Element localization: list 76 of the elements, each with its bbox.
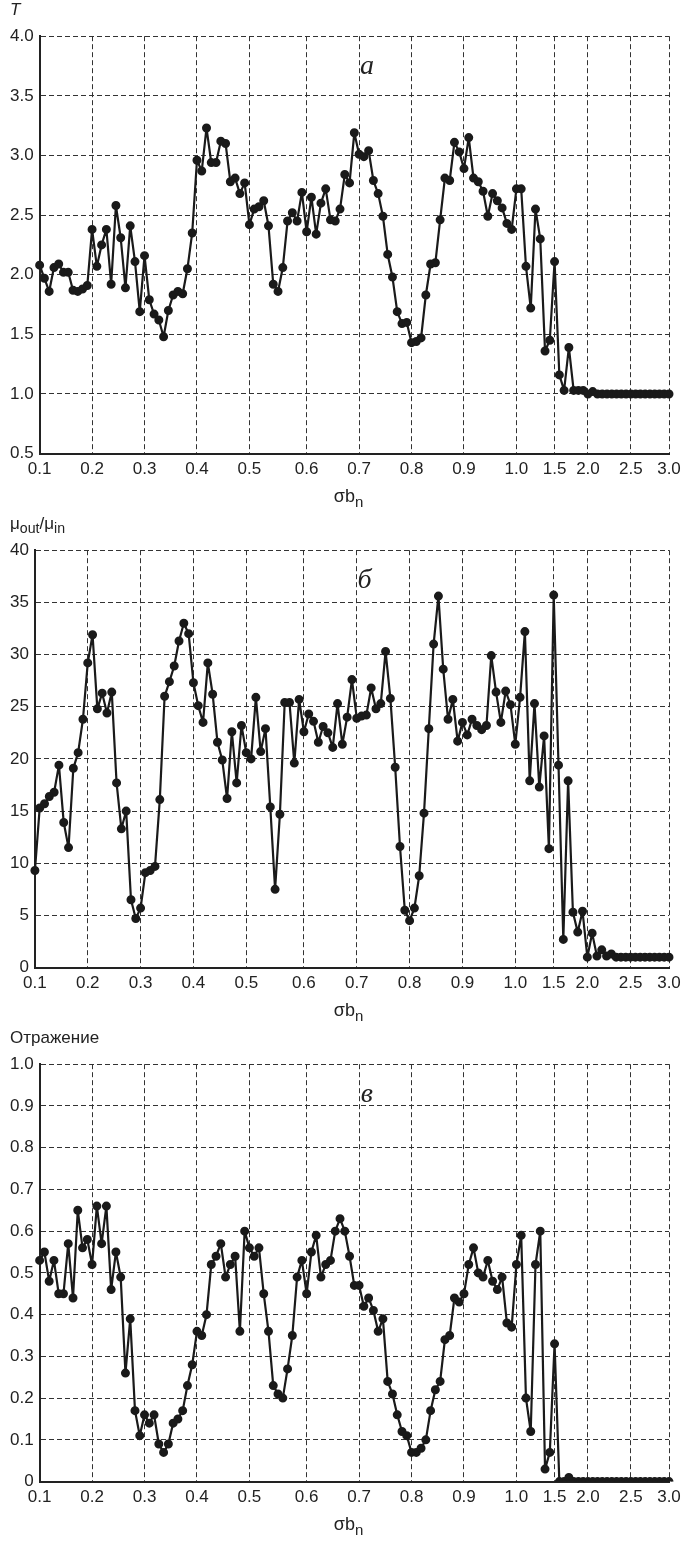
x-tick-label: 0.8 <box>397 973 422 993</box>
y-tick-label: 4.0 <box>9 25 34 45</box>
x-axis-title: σb$_{n}$ <box>332 486 365 510</box>
annotation: в <box>360 1076 373 1108</box>
y-tick-label: 3.0 <box>9 145 34 165</box>
x-tick-label: 0.4 <box>185 1487 209 1507</box>
x-tick-label: 0.9 <box>452 1487 476 1507</box>
x-tick-label: 0.4 <box>185 459 209 479</box>
x-tick-label: 0.9 <box>452 459 476 479</box>
x-tick-label: 0.2 <box>80 1487 104 1507</box>
y-tick-label: 0.7 <box>9 1179 34 1199</box>
x-tick-label: 1.5 <box>542 1487 567 1507</box>
x-tick-label: 0.2 <box>80 459 104 479</box>
x-axis-title: σb$_{n}$ <box>332 1514 365 1538</box>
x-tick-label: 0.6 <box>294 459 319 479</box>
y-tick-label: 1.5 <box>9 324 34 344</box>
x-tick-label: 0.7 <box>344 973 369 993</box>
y-tick-label: 0.9 <box>9 1095 34 1115</box>
x-tick-label: 0.9 <box>450 973 475 993</box>
y-tick-label: 0.8 <box>9 1137 34 1157</box>
annotation: а <box>359 48 374 80</box>
y-tick-label: 25 <box>9 696 29 716</box>
y-tick-label: 1.0 <box>9 1053 34 1073</box>
y-tick-label: 0.3 <box>9 1346 34 1366</box>
y-tick-label: 0.5 <box>9 443 34 463</box>
x-tick-label: 0.3 <box>128 973 153 993</box>
x-tick-label: 0.8 <box>399 1487 424 1507</box>
x-tick-label: 2.0 <box>576 1487 600 1507</box>
x-tick-label: 0.7 <box>347 1487 371 1507</box>
y-tick-label: 5 <box>19 905 29 925</box>
y-tick-label: 0 <box>19 957 29 977</box>
y-axis-title: μ$_{out}$/μ$_{in}$ <box>10 514 66 537</box>
x-tick-label: 1.0 <box>504 459 529 479</box>
x-tick-label: 3.0 <box>657 459 681 479</box>
x-tick-label: 0.5 <box>237 1487 262 1507</box>
x-tick-label: 3.0 <box>657 973 681 993</box>
x-tick-label: 1.0 <box>504 1487 529 1507</box>
y-tick-label: 3.5 <box>9 85 34 105</box>
y-axis-title: Отражение <box>10 1028 100 1048</box>
y-tick-label: 0.4 <box>9 1304 34 1324</box>
x-tick-label: 0.3 <box>132 459 157 479</box>
y-tick-label: 20 <box>9 748 29 768</box>
y-tick-label: 15 <box>9 800 29 820</box>
x-tick-label: 1.5 <box>542 459 567 479</box>
x-tick-label: 2.0 <box>576 459 600 479</box>
x-tick-label: 1.5 <box>541 973 566 993</box>
x-tick-label: 0.7 <box>347 459 371 479</box>
x-tick-label: 0.4 <box>181 973 206 993</box>
y-tick-label: 30 <box>9 644 29 664</box>
annotation: б <box>357 562 373 594</box>
y-axis-title: T <box>10 0 21 20</box>
x-tick-label: 0.6 <box>294 1487 319 1507</box>
y-tick-label: 0.2 <box>9 1387 34 1407</box>
y-tick-label: 0.5 <box>9 1262 34 1282</box>
x-tick-label: 1.0 <box>503 973 528 993</box>
x-tick-label: 2.5 <box>619 459 643 479</box>
x-tick-label: 0.3 <box>132 1487 157 1507</box>
y-tick-label: 0.6 <box>9 1220 34 1240</box>
y-tick-label: 2.0 <box>9 264 34 284</box>
x-tick-label: 2.5 <box>619 1487 643 1507</box>
y-tick-label: 10 <box>9 852 29 872</box>
x-tick-label: 0.5 <box>237 459 262 479</box>
x-axis-title: σb$_{n}$ <box>332 1000 365 1024</box>
y-tick-label: 35 <box>9 592 29 612</box>
y-tick-label: 2.5 <box>9 204 34 224</box>
y-tick-label: 40 <box>9 539 29 559</box>
y-tick-label: 0 <box>24 1471 34 1491</box>
x-tick-label: 0.2 <box>75 973 100 993</box>
x-tick-label: 0.5 <box>234 973 259 993</box>
x-tick-label: 0.6 <box>292 973 316 993</box>
x-tick-label: 0.8 <box>399 459 424 479</box>
y-tick-label: 0.1 <box>9 1429 34 1449</box>
x-tick-label: 2.5 <box>618 973 643 993</box>
x-tick-label: 2.0 <box>575 973 600 993</box>
x-tick-label: 3.0 <box>657 1487 681 1507</box>
y-tick-label: 1.0 <box>9 383 34 403</box>
